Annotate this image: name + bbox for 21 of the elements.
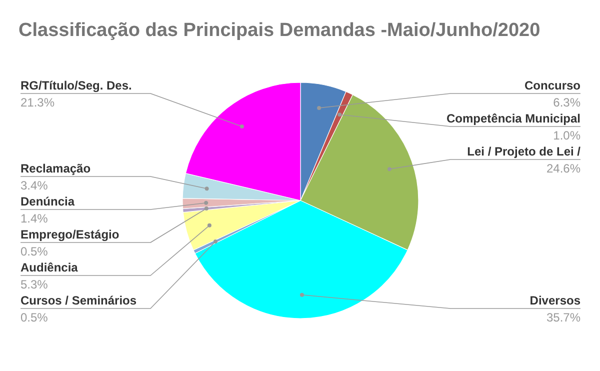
slice-label: Competência Municipal xyxy=(446,112,581,126)
chart-title: Classificação das Principais Demandas -Maio/Junho/2020 xyxy=(18,20,540,41)
data-label: 35.7% xyxy=(546,310,581,324)
slice-label: Lei / Projeto de Lei / xyxy=(467,144,582,158)
slice-label: RG/Título/Seg. Des. xyxy=(20,78,132,92)
data-label: 5.3% xyxy=(20,278,48,292)
data-label: 6.3% xyxy=(553,96,581,110)
slice-label: Cursos / Seminários xyxy=(20,294,137,308)
data-label: 0.5% xyxy=(20,310,48,324)
slice-label: Audiência xyxy=(20,260,78,274)
slice-label: Reclamação xyxy=(20,162,91,176)
data-label: 0.5% xyxy=(20,244,48,258)
data-label: 3.4% xyxy=(20,178,48,192)
data-label: 1.4% xyxy=(20,212,48,226)
data-label: 24.6% xyxy=(546,162,581,176)
slice-label: Diversos xyxy=(530,294,581,308)
data-label: 21.3% xyxy=(20,96,55,110)
slice-label: Concurso xyxy=(524,78,581,92)
data-label: 1.0% xyxy=(553,128,581,142)
slice-label: Emprego/Estágio xyxy=(20,228,120,242)
slice-label: Denúncia xyxy=(20,194,75,208)
